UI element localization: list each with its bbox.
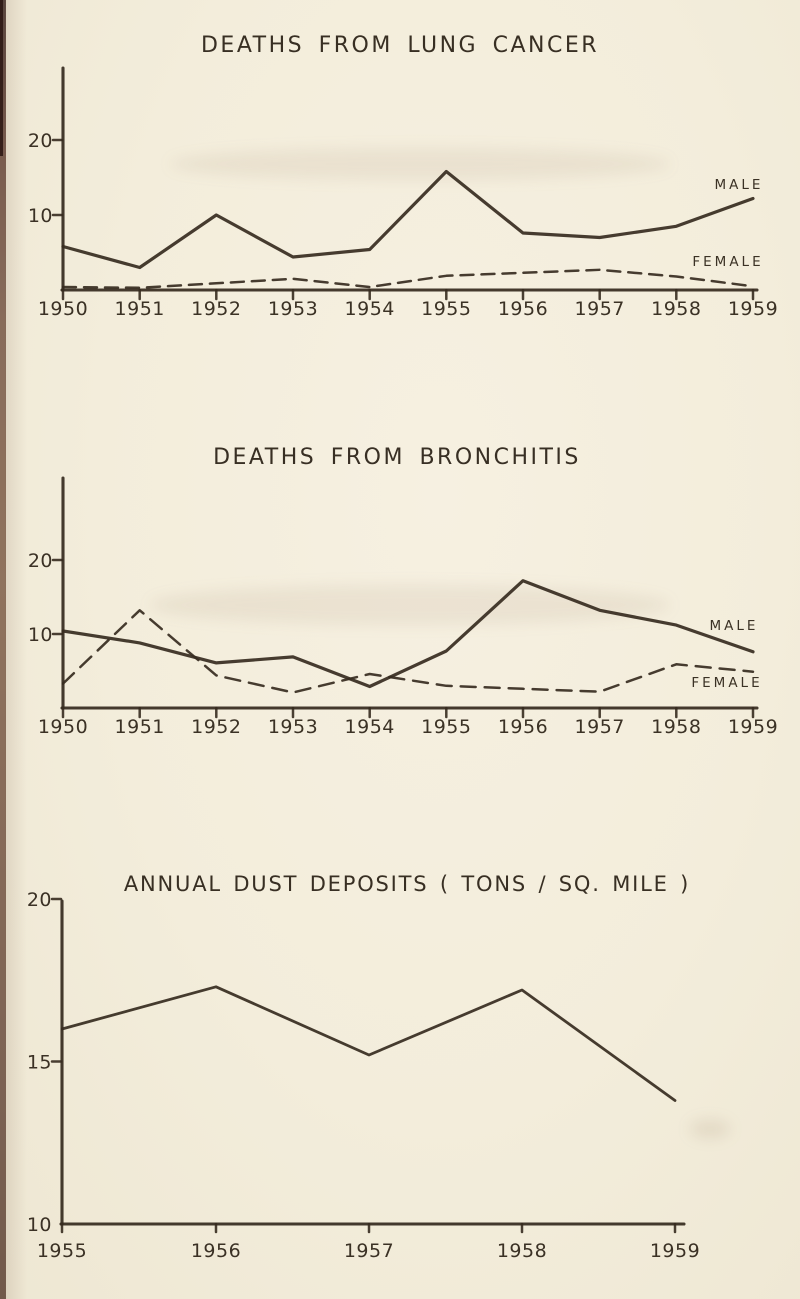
x-tick-label: 1958: [651, 716, 701, 738]
y-tick-label: 10: [28, 205, 53, 227]
chart-title: DEATHS FROM LUNG CANCER: [201, 33, 599, 58]
x-tick-label: 1959: [728, 298, 778, 320]
page-spine-edge: [0, 0, 6, 1299]
y-tick-label: 20: [28, 130, 53, 152]
page-spine-edge-dark-top: [0, 0, 3, 156]
x-tick-label: 1953: [268, 298, 318, 320]
x-tick-label: 1952: [191, 298, 241, 320]
male-label: MALE: [715, 177, 764, 193]
x-tick-label: 1955: [421, 716, 471, 738]
paper-mark-smudge: [690, 1120, 730, 1138]
x-tick-label: 1951: [115, 298, 165, 320]
female-label: FEMALE: [692, 254, 763, 270]
x-tick-label: 1956: [498, 298, 548, 320]
x-tick-label: 1959: [650, 1240, 700, 1262]
chart-title: DEATHS FROM BRONCHITIS: [213, 445, 581, 470]
x-tick-label: 1958: [497, 1240, 547, 1262]
x-tick-label: 1953: [268, 716, 318, 738]
x-tick-label: 1950: [38, 298, 88, 320]
male-line: [61, 169, 755, 270]
chart-title: ANNUAL DUST DEPOSITS ( TONS / SQ. MILE ): [124, 872, 690, 896]
page-spine-shadow: [5, 0, 27, 1299]
y-tick-label: 10: [28, 624, 53, 646]
x-tick-label: 1956: [498, 716, 548, 738]
x-tick-label: 1950: [38, 716, 88, 738]
dust-line: [60, 985, 677, 1102]
x-tick-label: 1957: [344, 1240, 394, 1262]
female-line: [61, 268, 755, 290]
x-tick-label: 1955: [421, 298, 471, 320]
lung-cancer-chart: DEATHS FROM LUNG CANCER 10 20 1950 1951 1952…: [28, 33, 778, 320]
x-tick-label: 1952: [191, 716, 241, 738]
x-tick-label: 1951: [115, 716, 165, 738]
y-tick-label: 10: [27, 1214, 52, 1236]
male-line: [61, 579, 755, 689]
x-tick-label: 1955: [37, 1240, 87, 1262]
y-tick-label: 15: [27, 1052, 52, 1074]
female-label: FEMALE: [691, 675, 762, 691]
y-tick-label: 20: [27, 889, 52, 911]
x-tick-label: 1958: [651, 298, 701, 320]
y-tick-label: 20: [28, 550, 53, 572]
x-tick-label: 1957: [575, 716, 625, 738]
bleed-through-smudge: [170, 148, 670, 180]
x-tick-label: 1959: [728, 716, 778, 738]
x-tick-label: 1956: [191, 1240, 241, 1262]
x-tick-label: 1957: [575, 298, 625, 320]
male-label: MALE: [710, 618, 759, 634]
bronchitis-chart: DEATHS FROM BRONCHITIS 10 20 1950 1951 1952 1…: [28, 445, 778, 738]
female-line: [61, 609, 755, 694]
x-tick-label: 1954: [345, 716, 395, 738]
dust-deposits-chart: ANNUAL DUST DEPOSITS ( TONS / SQ. MILE )…: [27, 872, 700, 1262]
x-tick-label: 1954: [345, 298, 395, 320]
